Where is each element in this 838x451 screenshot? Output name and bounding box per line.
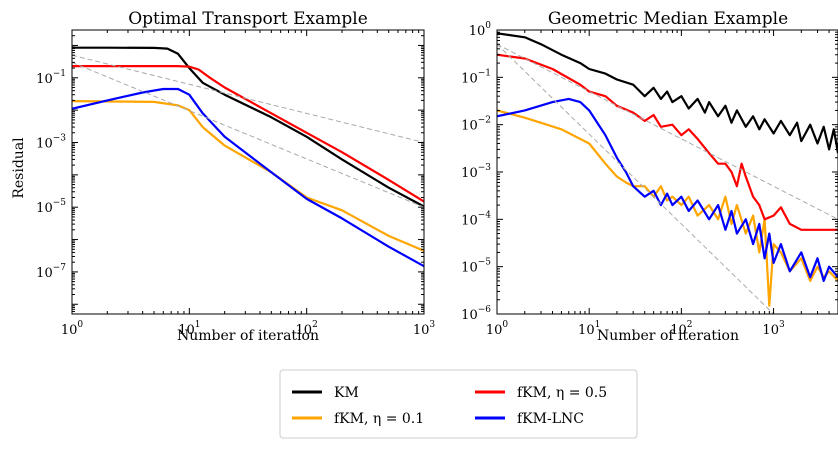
series-line-3 <box>497 97 838 282</box>
chart-title: Geometric Median Example <box>548 9 788 29</box>
series-line-0 <box>72 46 424 208</box>
y-axis-label: Residual <box>11 137 27 199</box>
reference-lines <box>72 54 424 208</box>
y-tick-label: 10−5 <box>461 258 491 276</box>
series-line-2 <box>72 65 424 203</box>
legend-label: fKM, η = 0.1 <box>334 411 424 427</box>
y-tick-label: 100 <box>469 21 492 39</box>
series-line-3 <box>72 87 424 268</box>
x-ticks: 100 101 102 103 <box>61 30 436 338</box>
reference-line-1 <box>72 61 424 208</box>
x-tick-label: 102 <box>670 320 692 338</box>
y-tick-label: 10−7 <box>36 263 66 281</box>
plot-frame <box>496 29 838 315</box>
y-ticks: 100 10−1 10−2 10−3 10−4 10−5 10−6 <box>461 21 838 323</box>
chart-title: Optimal Transport Example <box>128 9 368 29</box>
chart-geometric-median: Geometric Median Example Number of itera… <box>461 9 838 344</box>
x-tick-label: 103 <box>413 320 436 338</box>
legend: KM fKM, η = 0.5 fKM, η = 0.1 fKM-LNC <box>279 369 638 439</box>
x-tick-label: 100 <box>61 320 84 338</box>
y-tick-label: 10−6 <box>461 305 491 323</box>
series-line-1 <box>497 109 838 307</box>
y-tick-label: 10−4 <box>461 210 491 228</box>
x-axis-label: Number of iteration <box>177 328 319 344</box>
x-ticks: 100 101 102 103 <box>486 30 838 338</box>
y-ticks: 10−1 10−3 10−5 10−7 <box>36 29 424 315</box>
legend-box <box>279 369 638 439</box>
y-tick-label: 10−3 <box>461 163 491 181</box>
legend-label: fKM-LNC <box>517 411 584 427</box>
legend-label: fKM, η = 0.5 <box>517 385 607 401</box>
y-tick-label: 10−1 <box>461 68 491 86</box>
y-tick-label: 10−5 <box>36 198 66 216</box>
y-tick-label: 10−1 <box>36 69 66 87</box>
x-tick-label: 100 <box>486 320 509 338</box>
y-tick-label: 10−3 <box>36 133 66 151</box>
x-tick-label: 103 <box>762 320 785 338</box>
reference-lines <box>497 43 838 314</box>
x-tick-label: 101 <box>578 320 600 338</box>
chart-optimal-transport: Optimal Transport Example Residual Numbe… <box>11 9 435 344</box>
series-line-2 <box>497 53 838 231</box>
series-line-0 <box>497 32 838 154</box>
plot-area <box>72 46 424 268</box>
x-tick-label: 102 <box>296 320 318 338</box>
x-axis-label: Number of iteration <box>597 328 739 344</box>
x-tick-label: 101 <box>178 320 200 338</box>
plot-area <box>497 32 838 307</box>
legend-label: KM <box>334 385 359 401</box>
plot-frame <box>71 29 425 315</box>
reference-line-1 <box>497 43 774 314</box>
series-line-1 <box>72 100 424 252</box>
reference-line-0 <box>72 54 424 143</box>
y-tick-label: 10−2 <box>461 116 491 134</box>
